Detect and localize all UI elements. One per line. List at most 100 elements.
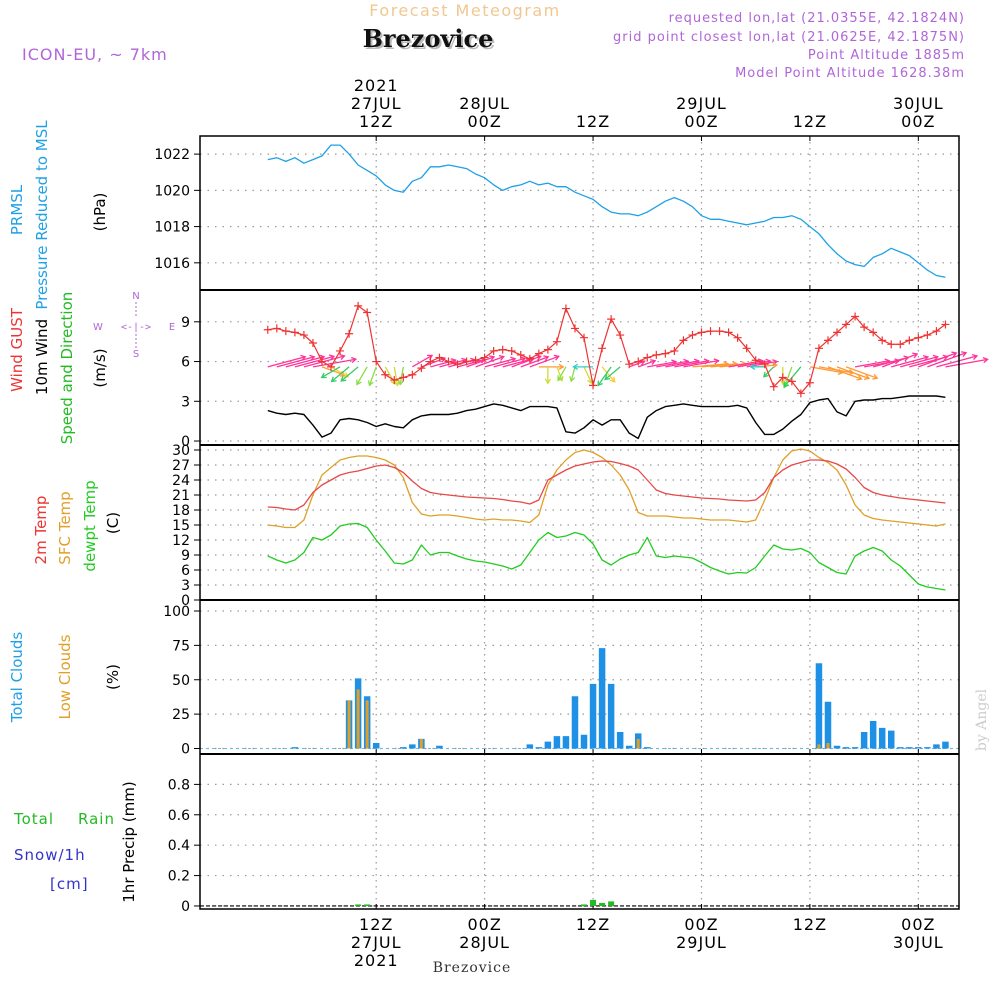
wind-arrow [557, 366, 567, 382]
gust-point [652, 350, 661, 359]
total-clouds-bar [372, 743, 380, 749]
y-tick-label: 1022 [154, 147, 190, 163]
wind-arrow-head [783, 381, 790, 388]
bottom-time-label: 00Z [467, 915, 501, 934]
wind-arrow-shaft [809, 366, 843, 374]
gust-point [697, 328, 706, 337]
pressure-unit: (hPa) [91, 193, 109, 232]
wind-arrow [511, 354, 542, 368]
gust-point [290, 328, 299, 337]
wind-arrow-head [488, 355, 496, 362]
wind-arrow-shaft [604, 366, 621, 380]
watermark: by Angel [974, 688, 990, 751]
wind-arrow-head [498, 354, 505, 361]
gust-point [345, 329, 354, 338]
y-tick-label: 1018 [154, 220, 190, 236]
gust-point [760, 360, 769, 369]
wind-arrow [538, 363, 565, 370]
wind-arrow-shaft [665, 360, 699, 368]
top-time-label: 00Z [467, 112, 501, 131]
wind-arrow-head [951, 351, 958, 358]
total-clouds-bar [571, 696, 579, 749]
temp-2m-line [267, 459, 946, 511]
low-clouds-bar [826, 743, 830, 749]
low-clouds-label: Low Clouds [56, 634, 74, 719]
wind-arrow-shaft [502, 357, 535, 368]
gust-point [308, 338, 317, 347]
wind-arrow [783, 366, 802, 388]
compass-east: E [169, 322, 175, 333]
wind-arrow-shaft [656, 360, 689, 368]
y-tick-label: 0 [181, 899, 190, 915]
wind-arrow [397, 366, 404, 386]
y-tick-label: 50 [172, 673, 190, 689]
y-tick-label: 75 [172, 638, 190, 654]
gust-point [471, 356, 480, 365]
total-clouds-bar [924, 747, 931, 749]
temp-2m-label: 2m Temp [32, 496, 50, 565]
bottom-time-label: 27JUL [351, 933, 402, 952]
wind-arrow-head [543, 355, 550, 362]
total-clouds-bar [580, 734, 588, 749]
top-time-label: 29JUL [676, 94, 727, 113]
gust-point [634, 357, 643, 366]
total-clouds-bar [616, 732, 624, 749]
wind-arrow-shaft [854, 360, 890, 368]
wind-arrow-head [330, 376, 337, 383]
precip-unit: 1hr Precip (mm) [120, 781, 138, 902]
gust-point [625, 360, 634, 369]
rain-bar [608, 901, 615, 906]
total-clouds-bar [544, 741, 552, 749]
gust-point [453, 360, 462, 369]
top-time-label: 28JUL [459, 94, 510, 113]
total-clouds-bar [589, 683, 597, 749]
total-clouds-bar [607, 683, 615, 749]
precip-y-ticks: 0 0.2 0.4 0.6 0.8 [168, 777, 919, 915]
wind-arrow-shaft [881, 353, 918, 368]
gust-point [580, 333, 589, 342]
wind-unit: (m/s) [91, 348, 109, 387]
wind-arrow-shaft [683, 360, 719, 368]
wind-arrow [845, 366, 879, 380]
total-clouds-bar [851, 747, 859, 749]
precip-snow-label: Snow/1h [14, 846, 86, 864]
top-time-label: 2021 [354, 76, 399, 95]
total-clouds-bar [598, 648, 606, 749]
wind-speed-direction-label: Speed and Direction [58, 292, 76, 445]
low-clouds-bar [365, 700, 369, 749]
prmsl-label: PRMSL [8, 184, 26, 235]
wind-arrow [529, 354, 560, 368]
footer-location: Brezovice [433, 960, 512, 976]
rain-bar [590, 899, 597, 906]
top-time-label: 00Z [684, 112, 718, 131]
gust-point [896, 340, 905, 349]
gust-point [281, 327, 290, 336]
wind-arrow-head [713, 358, 720, 365]
wind-arrow [367, 366, 377, 387]
temp-unit: (C) [104, 512, 122, 534]
temperature-panel: 2m Temp SFC Temp dewpt Temp (C) 03691215… [32, 443, 959, 609]
gust-point [399, 373, 408, 382]
gust-point [462, 357, 471, 366]
wind-arrow [597, 366, 612, 387]
gust-point [724, 328, 733, 337]
wind-arrow-shaft [827, 366, 862, 380]
wind-data [263, 301, 989, 440]
bottom-time-label: 30JUL [893, 933, 944, 952]
bottom-time-label: 00Z [901, 915, 935, 934]
y-tick-label: 3 [181, 394, 190, 410]
gust-point [426, 357, 435, 366]
requested-coordinates: requested lon,lat (21.0355E, 42.1824N) [669, 11, 965, 26]
top-time-label: 00Z [901, 112, 935, 131]
precip-total-label: Total [13, 810, 54, 828]
gust-point [914, 333, 923, 342]
wind-arrow-head [367, 380, 374, 387]
y-tick-label: 0 [181, 434, 190, 450]
y-tick-label: 1016 [154, 256, 190, 272]
wind-arrow-shaft [845, 366, 878, 379]
gust-point [851, 312, 860, 321]
wind-arrow [827, 366, 863, 381]
wind-arrow-shaft [597, 366, 612, 386]
